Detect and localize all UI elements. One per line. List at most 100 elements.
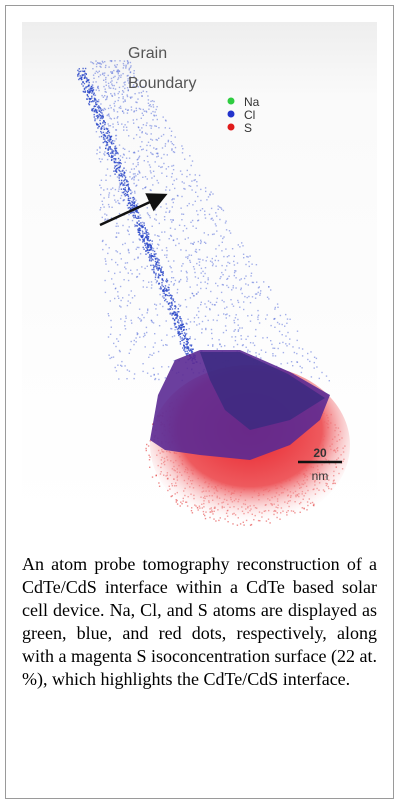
atom-dot — [132, 207, 133, 208]
atom-dot — [117, 64, 118, 65]
atom-dot — [114, 65, 115, 66]
atom-dot — [186, 306, 187, 307]
atom-dot — [141, 266, 142, 267]
legend-label: Cl — [244, 108, 255, 122]
atom-dot — [192, 204, 193, 205]
atom-dot — [216, 302, 217, 303]
atom-dot — [134, 93, 135, 94]
atom-dot — [108, 355, 109, 356]
atom-dot — [163, 163, 164, 164]
atom-dot — [227, 278, 228, 279]
atom-dot — [219, 206, 220, 207]
atom-dot — [144, 243, 145, 244]
atom-dot — [110, 175, 111, 176]
atom-dot — [120, 365, 121, 366]
atom-dot — [84, 77, 85, 78]
atom-dot — [235, 340, 236, 341]
atom-dot — [122, 225, 123, 226]
atom-dot — [124, 175, 125, 176]
atom-dot — [171, 131, 172, 132]
atom-dot — [137, 164, 138, 165]
atom-dot — [104, 135, 105, 136]
atom-dot — [284, 326, 285, 327]
atom-dot — [138, 220, 139, 221]
atom-dot — [118, 100, 119, 101]
atom-dot — [191, 344, 192, 345]
atom-dot — [185, 257, 186, 258]
atom-dot — [97, 117, 98, 118]
atom-dot — [204, 214, 205, 215]
atom-dot — [153, 115, 154, 116]
atom-dot — [234, 270, 235, 271]
atom-dot — [115, 152, 116, 153]
atom-dot — [105, 175, 106, 176]
atom-dot — [118, 202, 119, 203]
atom-dot — [99, 136, 100, 137]
atom-dot — [196, 252, 197, 253]
atom-dot — [229, 230, 230, 231]
atom-dot — [241, 338, 242, 339]
atom-dot — [119, 166, 120, 167]
atom-dot — [143, 280, 144, 281]
atom-dot — [204, 303, 205, 304]
atom-dot — [181, 174, 182, 175]
atom-dot — [178, 319, 179, 320]
atom-dot — [205, 243, 206, 244]
atom-dot — [287, 332, 288, 333]
atom-dot — [146, 150, 147, 151]
atom-dot — [289, 319, 290, 320]
atom-dot — [186, 348, 187, 349]
atom-dot — [170, 219, 171, 220]
atom-dot — [168, 166, 169, 167]
atom-dot — [196, 314, 197, 315]
atom-dot — [115, 88, 116, 89]
atom-dot — [147, 156, 148, 157]
atom-dot — [125, 195, 126, 196]
atom-dot — [145, 236, 146, 237]
atom-dot — [111, 159, 112, 160]
atom-dot — [118, 188, 119, 189]
atom-dot — [274, 318, 275, 319]
atom-dot — [138, 247, 139, 248]
atom-dot — [183, 188, 184, 189]
atom-dot — [103, 120, 104, 121]
atom-dot — [103, 97, 104, 98]
atom-dot — [137, 98, 138, 99]
atom-dot — [224, 345, 225, 346]
atom-dot — [219, 219, 220, 220]
atom-dot — [137, 162, 138, 163]
atom-dot — [249, 255, 250, 256]
atom-dot — [169, 210, 170, 211]
atom-dot — [119, 75, 120, 76]
atom-dot — [206, 199, 207, 200]
atom-dot — [256, 264, 257, 265]
atom-dot — [238, 244, 239, 245]
atom-dot — [95, 106, 96, 107]
atom-dot — [182, 148, 183, 149]
atom-dot — [120, 160, 121, 161]
atom-dot — [142, 113, 143, 114]
atom-dot — [197, 214, 198, 215]
atom-dot — [125, 262, 126, 263]
atom-dot — [188, 237, 189, 238]
atom-dot — [250, 302, 251, 303]
atom-dot — [166, 279, 167, 280]
atom-dot — [136, 108, 137, 109]
atom-dot — [282, 334, 283, 335]
atom-dot — [167, 280, 168, 281]
atom-dot — [213, 233, 214, 234]
atom-dot — [287, 363, 288, 364]
atom-dot — [129, 189, 130, 190]
atom-dot — [98, 90, 99, 91]
atom-dot — [226, 285, 227, 286]
atom-dot — [187, 319, 188, 320]
atom-dot — [102, 61, 103, 62]
atom-dot — [148, 142, 149, 143]
atom-dot — [127, 219, 128, 220]
atom-dot — [230, 299, 231, 300]
atom-dot — [228, 287, 229, 288]
atom-dot — [173, 300, 174, 301]
atom-dot — [270, 289, 271, 290]
atom-dot — [185, 353, 186, 354]
atom-dot — [100, 209, 101, 210]
